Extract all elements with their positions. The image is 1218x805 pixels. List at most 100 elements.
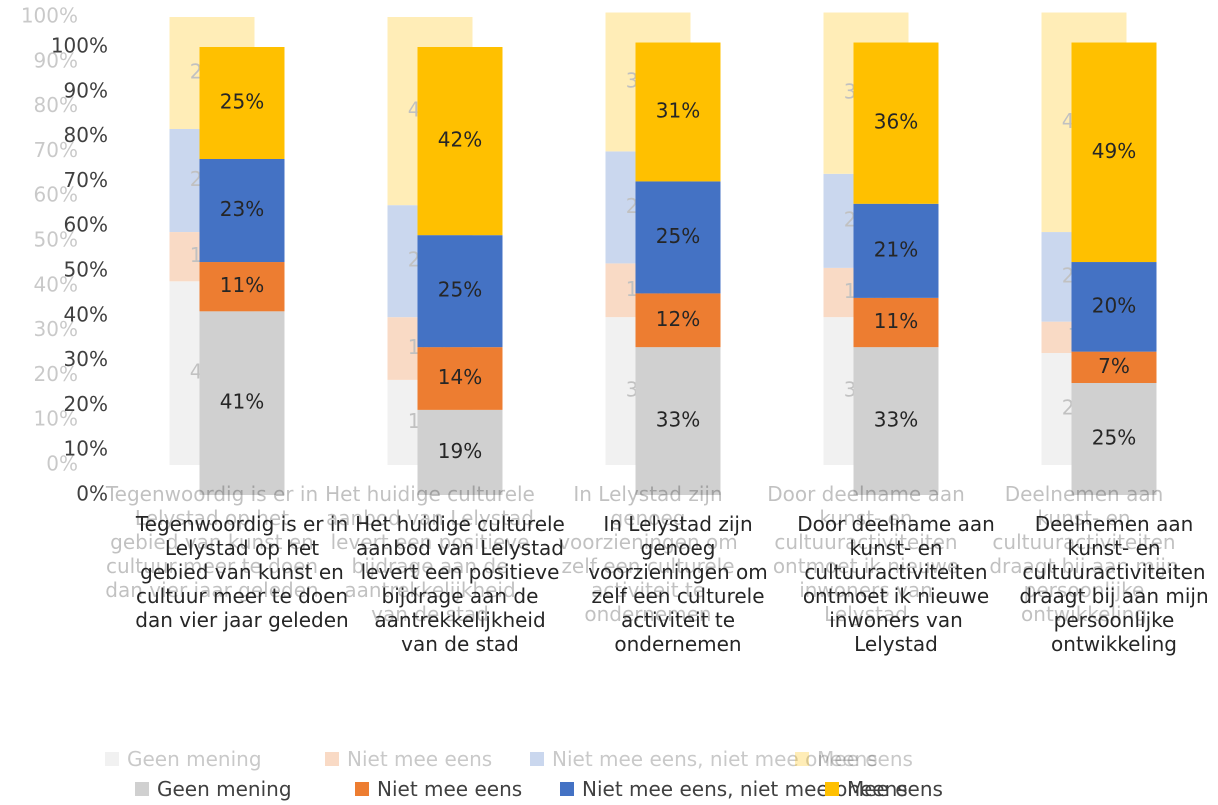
y-tick-label: 50% — [64, 258, 108, 282]
legend-label: Niet mee eens — [377, 777, 523, 801]
ghost-layer: 0%10%20%30%40%50%60%70%80%90%100%41%11%2… — [21, 4, 1127, 476]
legend-label: Geen mening — [127, 747, 262, 771]
data-label: 42% — [438, 128, 482, 152]
legend-swatch — [560, 782, 574, 796]
data-label: 25% — [438, 278, 482, 302]
legend-label: Niet mee eens, niet mee oneens — [552, 747, 878, 771]
data-label: 14% — [438, 365, 482, 389]
x-tick-label: In Lelystad zijn genoeg voorzieningen om… — [588, 512, 768, 656]
legend-swatch — [135, 782, 149, 796]
y-tick-label: 0% — [76, 482, 108, 506]
y-tick-label: 10% — [34, 407, 78, 431]
x-tick-label: Door deelname aan kunst- en cultuuractiv… — [767, 482, 965, 626]
data-label: 25% — [220, 90, 264, 114]
legend-label: Geen mening — [157, 777, 292, 801]
data-label: 31% — [656, 98, 700, 122]
bar-segment — [1071, 383, 1157, 495]
y-tick-label: 70% — [64, 168, 108, 192]
data-label: 36% — [874, 110, 918, 134]
y-tick-label: 90% — [34, 48, 78, 72]
bar-segment — [1071, 262, 1157, 352]
x-tick-label: In Lelystad zijn genoeg voorzieningen om… — [558, 482, 738, 626]
legend-label: Niet mee eens — [347, 747, 493, 771]
y-tick-label: 10% — [64, 437, 108, 461]
bar-segment — [199, 311, 285, 495]
data-label: 7% — [1098, 354, 1130, 378]
bar-segment — [199, 262, 285, 312]
legend-swatch — [795, 752, 809, 766]
x-tick-label: Tegenwoordig is er in Lelystad op het ge… — [105, 482, 319, 602]
bar-segment — [635, 181, 721, 294]
y-tick-label: 60% — [64, 213, 108, 237]
data-label: 11% — [220, 273, 264, 297]
y-tick-label: 20% — [34, 362, 78, 386]
y-tick-label: 50% — [34, 228, 78, 252]
bar-segment — [635, 293, 721, 348]
data-label: 25% — [656, 224, 700, 248]
y-tick-label: 80% — [34, 93, 78, 117]
y-tick-label: 80% — [64, 123, 108, 147]
y-tick-label: 40% — [34, 272, 78, 296]
data-label: 11% — [874, 309, 918, 333]
data-label: 33% — [656, 408, 700, 432]
legend-swatch — [105, 752, 119, 766]
legend-label: Niet mee eens, niet mee oneens — [582, 777, 908, 801]
legend-item: Geen mening — [105, 747, 262, 771]
legend-item: Niet mee eens — [355, 777, 522, 801]
y-tick-label: 60% — [34, 183, 78, 207]
legend-item: Niet mee eens, niet mee oneens — [560, 777, 908, 801]
bar-segment — [853, 42, 939, 204]
x-tick-label: Door deelname aan kunst- en cultuuractiv… — [797, 512, 995, 656]
legend-item: Mee eens — [825, 777, 943, 801]
bar-segment — [853, 297, 939, 348]
y-tick-label: 40% — [64, 302, 108, 326]
bar-segment — [1071, 42, 1157, 263]
legend-label: Mee eens — [847, 777, 943, 801]
y-tick-label: 30% — [64, 347, 108, 371]
x-tick-label: Het huidige culturele aanbod van Lelysta… — [325, 482, 535, 626]
bar-segment — [1071, 351, 1157, 383]
legend-swatch — [325, 752, 339, 766]
legend-swatch — [355, 782, 369, 796]
x-tick-label: Tegenwoordig is er in Lelystad op het ge… — [135, 512, 349, 632]
data-label: 41% — [220, 390, 264, 414]
legend-label: Mee eens — [817, 747, 913, 771]
plot: 0% 10% 20% 30% 40% 50% 60% 70% 80% 90% 100% 41% 11% 2… — [51, 34, 1157, 506]
bar-segment — [853, 203, 939, 298]
legend-swatch — [530, 752, 544, 766]
y-tick-label: 20% — [64, 392, 108, 416]
y-tick-label: 0% — [46, 452, 78, 476]
data-label: 23% — [220, 197, 264, 221]
bar-segment — [853, 347, 939, 495]
x-tick-label: Het huidige culturele aanbod van Lelysta… — [355, 512, 565, 656]
y-tick-label: 70% — [34, 138, 78, 162]
legend-swatch — [825, 782, 839, 796]
data-label: 33% — [874, 408, 918, 432]
data-label: 12% — [656, 307, 700, 331]
y-tick-label: 100% — [21, 4, 78, 28]
x-tick-label: Deelnemen aan kunst- en cultuuractivitei… — [1019, 512, 1209, 656]
bar-segment — [417, 347, 503, 410]
bar-segment — [417, 47, 503, 236]
bar-segment — [199, 47, 285, 159]
y-tick-label: 100% — [51, 34, 108, 58]
data-label: 25% — [1092, 426, 1136, 450]
legend-item: Niet mee eens, niet mee oneens — [530, 747, 878, 771]
legend-item: Niet mee eens — [325, 747, 492, 771]
y-tick-label: 30% — [34, 317, 78, 341]
data-label: 20% — [1092, 293, 1136, 317]
legend-item: Mee eens — [795, 747, 913, 771]
bar-segment — [417, 235, 503, 348]
x-tick-label: Deelnemen aan kunst- en cultuuractivitei… — [989, 482, 1179, 626]
legend-item: Geen mening — [135, 777, 292, 801]
data-label: 21% — [874, 237, 918, 261]
bar-segment — [635, 42, 721, 182]
data-label: 49% — [1092, 139, 1136, 163]
bar-segment — [417, 409, 503, 495]
data-label: 19% — [438, 439, 482, 463]
bar-segment — [199, 159, 285, 263]
bar-segment — [635, 347, 721, 495]
y-tick-label: 90% — [64, 78, 108, 102]
